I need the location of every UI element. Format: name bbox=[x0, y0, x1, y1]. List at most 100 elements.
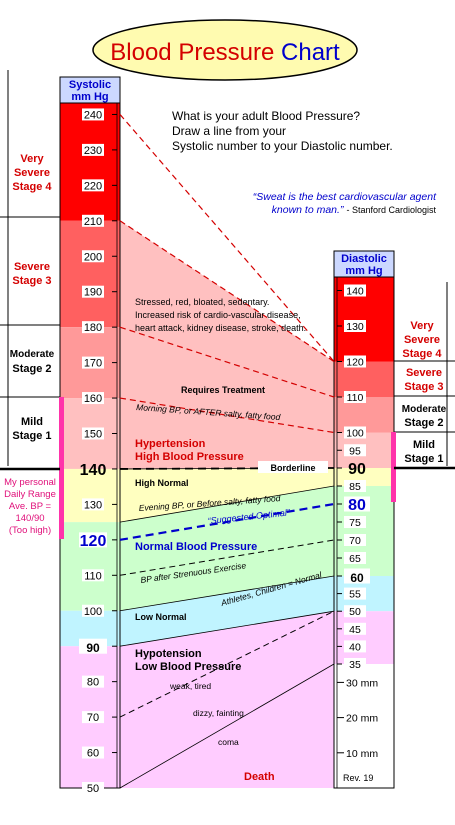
right-stage2-line2: Stage 2 bbox=[404, 417, 443, 429]
title-part2: Chart bbox=[281, 39, 340, 66]
personal-line5: (Too high) bbox=[9, 525, 51, 536]
mm-tick-label: 10 mm bbox=[346, 748, 378, 760]
diastolic-tick-label: 95 bbox=[349, 445, 361, 457]
diastolic-tick-box bbox=[344, 496, 370, 512]
systolic-tick-label: 80 bbox=[87, 677, 99, 689]
personal-line4: 140/90 bbox=[15, 513, 44, 524]
systolic-column: 240 230 220 210 200 190 180 170 160 150 140 130 120 1… bbox=[59, 102, 121, 795]
page-title: Blood Pressure Chart bbox=[110, 39, 340, 66]
left-stage3-line2: Stage 3 bbox=[12, 275, 51, 287]
high-normal-label: High Normal bbox=[135, 478, 189, 488]
mm-tick-label: 20 mm bbox=[346, 713, 378, 725]
systolic-tick-box bbox=[82, 214, 104, 227]
line-180-110 bbox=[119, 326, 335, 398]
diastolic-tick-box bbox=[344, 587, 366, 600]
diastolic-tick-box bbox=[344, 568, 370, 584]
diastolic-tick-label: 45 bbox=[349, 624, 361, 636]
right-stage1-line1: Mild bbox=[413, 439, 435, 451]
systolic-tick-box bbox=[82, 675, 104, 688]
systolic-tick-label: 220 bbox=[84, 180, 102, 192]
borderline-label-box bbox=[258, 461, 328, 473]
diastolic-tick-box bbox=[344, 658, 366, 670]
line-120-80 bbox=[119, 502, 335, 541]
line-240-120 bbox=[119, 114, 335, 362]
diastolic-tick-label: 80 bbox=[348, 497, 366, 514]
diastolic-tick-label: 55 bbox=[349, 589, 361, 601]
systolic-tick-label: 60 bbox=[87, 748, 99, 760]
quote-line2: known to man.” - Stanford Cardiologist bbox=[272, 204, 437, 216]
diastolic-tick-box bbox=[344, 640, 366, 653]
hypertension-label-line1: Hypertension bbox=[135, 438, 206, 450]
personal-line1: My personal bbox=[4, 477, 56, 488]
hypotension-label-line1: Hypotension bbox=[135, 648, 202, 660]
mm-tick-label: 30 mm bbox=[346, 677, 378, 689]
right-stage-labels: Very Severe Stage 4 Severe Stage 3 Moder… bbox=[394, 282, 455, 466]
borderline-label: Borderline bbox=[270, 463, 315, 473]
personal-range-bar bbox=[59, 397, 64, 539]
systolic-tick-box bbox=[82, 143, 104, 156]
systolic-tick-label: 70 bbox=[87, 712, 99, 724]
normal-zone bbox=[120, 486, 334, 611]
quote-attribution: - Stanford Cardiologist bbox=[346, 205, 436, 215]
right-stage3-line2: Stage 3 bbox=[404, 381, 443, 393]
diastolic-tick-label: 75 bbox=[349, 517, 361, 529]
systolic-header-line1: Systolic bbox=[69, 79, 111, 91]
systolic-tick-box bbox=[82, 569, 104, 582]
systolic-tick-box bbox=[82, 108, 104, 121]
diastolic-tick-label: 120 bbox=[346, 357, 364, 369]
diastolic-tick-label: 130 bbox=[346, 321, 364, 333]
systolic-tick-box bbox=[82, 711, 104, 724]
left-stage3-line1: Severe bbox=[14, 261, 50, 273]
diastolic-tick-label: 85 bbox=[349, 481, 361, 493]
death-label: Death bbox=[244, 771, 275, 783]
pressure-lines bbox=[0, 114, 455, 789]
systolic-tick-box bbox=[82, 427, 104, 440]
diastolic-tick-label: 140 bbox=[346, 286, 364, 298]
left-stage4-line2: Severe bbox=[14, 167, 50, 179]
systolic-tick-label: 50 bbox=[87, 783, 99, 795]
systolic-tick-box bbox=[82, 356, 104, 369]
instructions-line3: Systolic number to your Diastolic number… bbox=[172, 139, 393, 153]
systolic-tick-label: 180 bbox=[84, 322, 102, 334]
diastolic-tick-label: 50 bbox=[349, 606, 361, 618]
diastolic-tick-box bbox=[344, 622, 366, 635]
note-stressed-line3: heart attack, kidney disease, stroke, de… bbox=[135, 323, 306, 333]
systolic-tick-label: 170 bbox=[84, 358, 102, 370]
diastolic-tick-box bbox=[344, 426, 366, 439]
diastolic-header-line1: Diastolic bbox=[341, 253, 387, 265]
high-normal-zone bbox=[120, 468, 334, 523]
low-normal-zone bbox=[120, 576, 334, 647]
left-stage-labels: Very Severe Stage 4 Severe Stage 3 Moder… bbox=[0, 70, 60, 466]
diastolic-tick-box bbox=[344, 605, 366, 618]
diastolic-tick-label: 90 bbox=[348, 461, 366, 478]
normal-bottom bbox=[119, 575, 335, 612]
diastolic-column: 140 130 120 110 100 95 90 85 80 75 70 65 60 55 50 45 40 3… bbox=[333, 276, 395, 789]
right-stage4-line2: Severe bbox=[404, 334, 440, 346]
systolic-tick-box bbox=[82, 321, 104, 334]
left-stage1-line1: Mild bbox=[21, 416, 43, 428]
diastolic-tick-box bbox=[344, 391, 366, 403]
normal-label: Normal Blood Pressure bbox=[135, 541, 257, 553]
title-part1: Blood Pressure bbox=[110, 39, 274, 66]
diastolic-tick-box bbox=[344, 284, 366, 297]
systolic-tick-box bbox=[82, 782, 104, 794]
quote-text-end: known to man.” bbox=[272, 204, 344, 216]
systolic-tick-label: 120 bbox=[80, 533, 107, 550]
systolic-tick-label: 130 bbox=[84, 499, 102, 511]
personal-range: My personal Daily Range Ave. BP = 140/90… bbox=[4, 397, 396, 539]
systolic-tick-box bbox=[82, 604, 104, 617]
line-210-120 bbox=[119, 220, 335, 363]
personal-line3: Ave. BP = bbox=[9, 501, 52, 512]
revision-label: Rev. 19 bbox=[343, 773, 373, 783]
title-ellipse bbox=[92, 19, 358, 81]
diastolic-tick-box bbox=[344, 516, 366, 528]
systolic-tick-box bbox=[82, 250, 104, 263]
diastolic-tick-box bbox=[344, 444, 366, 457]
diastolic-tick-label: 40 bbox=[349, 641, 361, 653]
note-coma: coma bbox=[218, 737, 239, 747]
left-stage2-line1: Moderate bbox=[10, 349, 55, 360]
instructions-line2: Draw a line from your bbox=[172, 124, 286, 138]
low-normal-label: Low Normal bbox=[135, 612, 187, 622]
systolic-tick-box bbox=[82, 179, 104, 192]
note-dizzy: dizzy, fainting bbox=[193, 708, 244, 718]
